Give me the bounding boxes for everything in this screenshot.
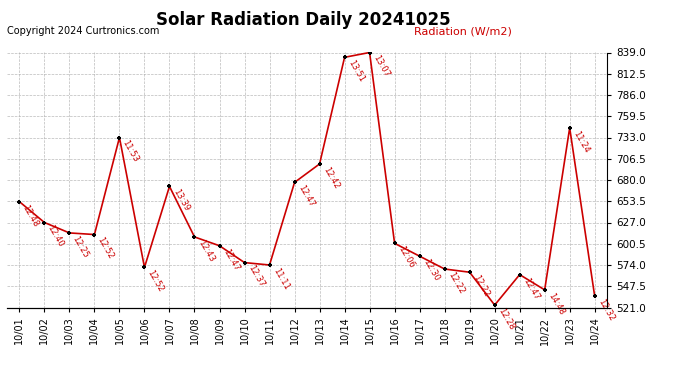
Text: 12:47: 12:47 bbox=[296, 184, 315, 209]
Text: 14:48: 14:48 bbox=[546, 291, 566, 316]
Text: 11:53: 11:53 bbox=[121, 139, 141, 164]
Text: 12:52: 12:52 bbox=[96, 236, 115, 261]
Text: 12:43: 12:43 bbox=[196, 238, 215, 264]
Text: 12:32: 12:32 bbox=[596, 298, 615, 323]
Point bbox=[364, 50, 375, 55]
Text: 12:25: 12:25 bbox=[71, 234, 90, 260]
Text: Radiation (W/m2): Radiation (W/m2) bbox=[414, 26, 512, 36]
Point bbox=[514, 272, 525, 278]
Point bbox=[189, 234, 200, 240]
Point bbox=[339, 54, 350, 60]
Point bbox=[164, 183, 175, 189]
Text: 12:47: 12:47 bbox=[221, 247, 241, 272]
Text: 13:39: 13:39 bbox=[171, 188, 190, 213]
Point bbox=[589, 293, 600, 299]
Point bbox=[239, 260, 250, 266]
Point bbox=[114, 135, 125, 141]
Point bbox=[464, 269, 475, 275]
Text: 12:06: 12:06 bbox=[396, 245, 415, 270]
Point bbox=[489, 302, 500, 308]
Text: 12:47: 12:47 bbox=[521, 276, 541, 301]
Text: 12:22: 12:22 bbox=[471, 274, 491, 298]
Point bbox=[389, 240, 400, 246]
Point bbox=[564, 125, 575, 131]
Point bbox=[539, 287, 550, 293]
Point bbox=[64, 230, 75, 236]
Text: 12:30: 12:30 bbox=[421, 258, 441, 283]
Point bbox=[214, 243, 225, 249]
Text: Solar Radiation Daily 20241025: Solar Radiation Daily 20241025 bbox=[157, 11, 451, 29]
Text: 12:52: 12:52 bbox=[146, 269, 166, 294]
Point bbox=[264, 262, 275, 268]
Text: 11:11: 11:11 bbox=[271, 266, 290, 291]
Point bbox=[439, 266, 450, 272]
Text: 12:40: 12:40 bbox=[46, 224, 66, 249]
Point bbox=[314, 161, 325, 167]
Text: Copyright 2024 Curtronics.com: Copyright 2024 Curtronics.com bbox=[7, 26, 159, 36]
Point bbox=[289, 179, 300, 185]
Text: 12:48: 12:48 bbox=[21, 203, 41, 228]
Text: 11:24: 11:24 bbox=[571, 129, 591, 154]
Point bbox=[14, 199, 25, 205]
Point bbox=[139, 264, 150, 270]
Point bbox=[39, 219, 50, 225]
Text: 12:37: 12:37 bbox=[246, 264, 266, 289]
Text: 13:07: 13:07 bbox=[371, 54, 391, 79]
Point bbox=[414, 253, 425, 259]
Text: 12:28: 12:28 bbox=[496, 306, 515, 332]
Text: 12:42: 12:42 bbox=[321, 165, 341, 190]
Text: 12:22: 12:22 bbox=[446, 270, 466, 296]
Point bbox=[89, 231, 100, 237]
Text: 13:51: 13:51 bbox=[346, 59, 366, 84]
